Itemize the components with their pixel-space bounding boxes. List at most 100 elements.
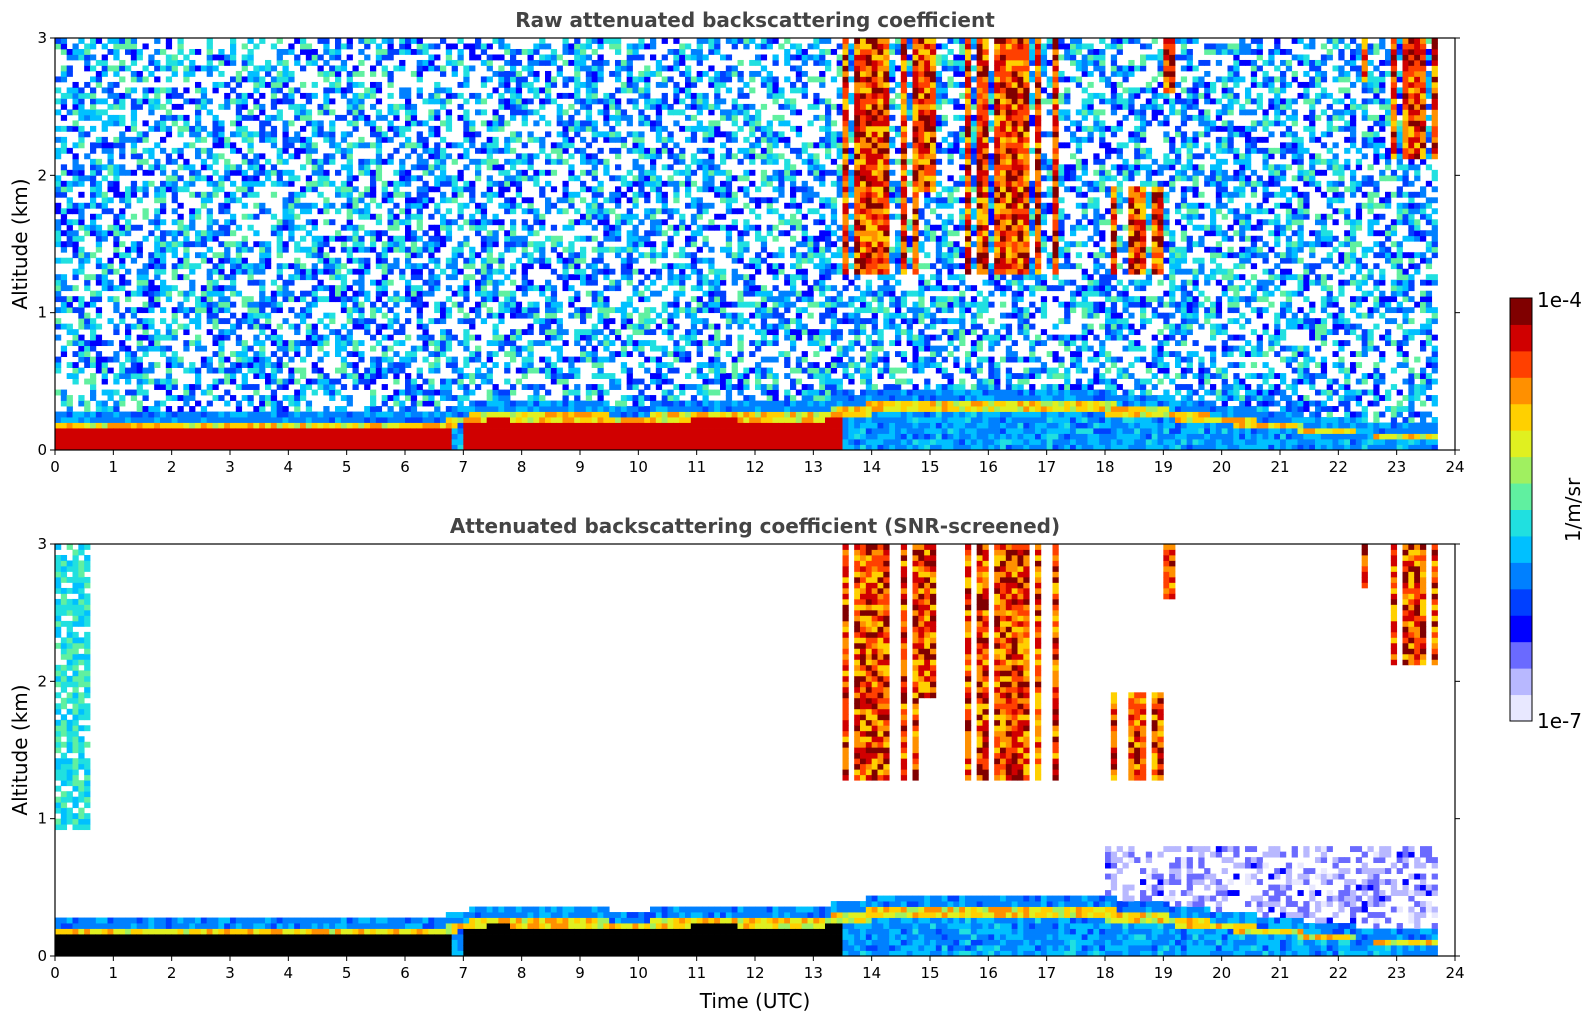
heatmap-cell bbox=[72, 428, 79, 434]
heatmap-cell bbox=[545, 263, 552, 270]
heatmap-cell bbox=[673, 48, 680, 55]
heatmap-cell bbox=[171, 191, 178, 198]
heatmap-cell bbox=[475, 175, 482, 182]
heatmap-cell bbox=[288, 373, 295, 379]
heatmap-cell bbox=[638, 164, 645, 171]
heatmap-cell bbox=[690, 384, 698, 390]
heatmap-cell bbox=[457, 411, 464, 418]
heatmap-cell bbox=[480, 444, 488, 450]
heatmap-cell bbox=[632, 340, 639, 347]
heatmap-cell bbox=[95, 417, 103, 423]
heatmap-cell bbox=[638, 444, 645, 450]
heatmap-cell bbox=[434, 422, 441, 429]
heatmap-cell bbox=[346, 202, 353, 209]
heatmap-cell bbox=[195, 433, 202, 440]
heatmap-cell bbox=[265, 246, 272, 253]
heatmap-cell bbox=[311, 411, 318, 418]
heatmap-cell bbox=[451, 406, 458, 412]
heatmap-cell bbox=[270, 191, 278, 198]
heatmap-cell bbox=[317, 439, 324, 445]
heatmap-cell bbox=[305, 147, 313, 154]
heatmap-cell bbox=[119, 131, 126, 138]
heatmap-cell bbox=[387, 197, 394, 204]
heatmap-cell bbox=[346, 411, 353, 418]
heatmap-cell bbox=[142, 274, 149, 281]
heatmap-cell bbox=[422, 246, 429, 253]
heatmap-cell bbox=[177, 301, 184, 308]
heatmap-cell bbox=[410, 213, 418, 220]
heatmap-cell bbox=[486, 241, 493, 248]
heatmap-cell bbox=[644, 180, 651, 187]
heatmap-cell bbox=[597, 43, 604, 50]
heatmap-cell bbox=[655, 362, 663, 368]
heatmap-cell bbox=[253, 362, 260, 368]
heatmap-cell bbox=[626, 197, 633, 204]
heatmap-cell bbox=[533, 417, 540, 423]
heatmap-cell bbox=[667, 274, 674, 281]
heatmap-cell bbox=[364, 367, 371, 374]
heatmap-cell bbox=[521, 345, 528, 352]
heatmap-cell bbox=[66, 224, 73, 231]
heatmap-cell bbox=[119, 230, 126, 237]
heatmap-cell bbox=[650, 164, 657, 171]
heatmap-cell bbox=[615, 351, 622, 358]
heatmap-cell bbox=[685, 103, 692, 110]
heatmap-cell bbox=[206, 224, 213, 231]
heatmap-cell bbox=[300, 224, 307, 231]
heatmap-cell bbox=[358, 263, 365, 270]
heatmap-cell bbox=[305, 378, 313, 385]
heatmap-cell bbox=[142, 422, 149, 429]
heatmap-cell bbox=[130, 120, 138, 127]
heatmap-cell bbox=[410, 202, 418, 209]
heatmap-cell bbox=[486, 439, 493, 445]
heatmap-cell bbox=[84, 202, 91, 209]
heatmap-cell bbox=[154, 433, 161, 440]
heatmap-cell bbox=[177, 241, 184, 248]
heatmap-cell bbox=[55, 334, 62, 341]
heatmap-cell bbox=[603, 235, 610, 242]
heatmap-cell bbox=[346, 120, 353, 127]
heatmap-cell bbox=[218, 367, 225, 374]
heatmap-cell bbox=[78, 318, 85, 325]
heatmap-cell bbox=[486, 191, 493, 198]
heatmap-cell bbox=[603, 230, 610, 237]
heatmap-cell bbox=[434, 351, 441, 358]
heatmap-cell bbox=[136, 131, 143, 138]
heatmap-cell bbox=[440, 422, 447, 429]
heatmap-cell bbox=[253, 422, 260, 429]
heatmap-cell bbox=[195, 114, 202, 121]
heatmap-cell bbox=[679, 213, 686, 220]
heatmap-cell bbox=[638, 439, 645, 445]
heatmap-cell bbox=[317, 422, 324, 429]
heatmap-cell bbox=[556, 323, 563, 330]
heatmap-cell bbox=[288, 307, 295, 314]
heatmap-cell bbox=[335, 147, 342, 154]
heatmap-cell bbox=[136, 76, 143, 83]
heatmap-cell bbox=[545, 208, 552, 215]
heatmap-cell bbox=[399, 367, 406, 374]
heatmap-cell bbox=[504, 235, 511, 242]
heatmap-cell bbox=[346, 208, 353, 215]
heatmap-cell bbox=[486, 197, 493, 204]
heatmap-cell bbox=[498, 120, 505, 127]
heatmap-cell bbox=[241, 444, 248, 450]
heatmap-cell bbox=[585, 219, 593, 226]
heatmap-cell bbox=[200, 87, 208, 94]
heatmap-cell bbox=[119, 312, 126, 319]
heatmap-cell bbox=[90, 147, 97, 154]
heatmap-cell bbox=[580, 345, 587, 352]
heatmap-cell bbox=[253, 356, 260, 363]
heatmap-cell bbox=[352, 439, 359, 445]
heatmap-cell bbox=[200, 164, 208, 171]
heatmap-cell bbox=[440, 301, 447, 308]
heatmap-cell bbox=[568, 257, 575, 264]
heatmap-cell bbox=[340, 164, 348, 171]
heatmap-cell bbox=[667, 263, 674, 270]
heatmap-cell bbox=[568, 76, 575, 83]
heatmap-cell bbox=[515, 406, 523, 412]
heatmap-cell bbox=[655, 136, 663, 143]
heatmap-cell bbox=[247, 164, 254, 171]
heatmap-cell bbox=[457, 428, 464, 434]
heatmap-cell bbox=[270, 417, 278, 423]
heatmap-cell bbox=[457, 395, 464, 401]
